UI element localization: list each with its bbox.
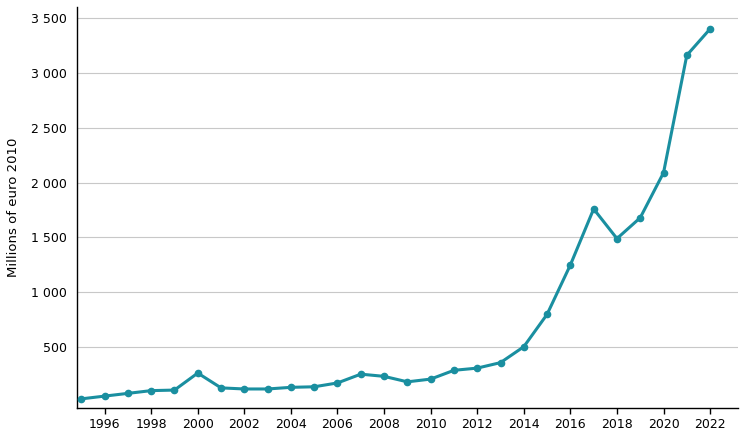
Y-axis label: Millions of euro 2010: Millions of euro 2010 — [7, 138, 20, 277]
